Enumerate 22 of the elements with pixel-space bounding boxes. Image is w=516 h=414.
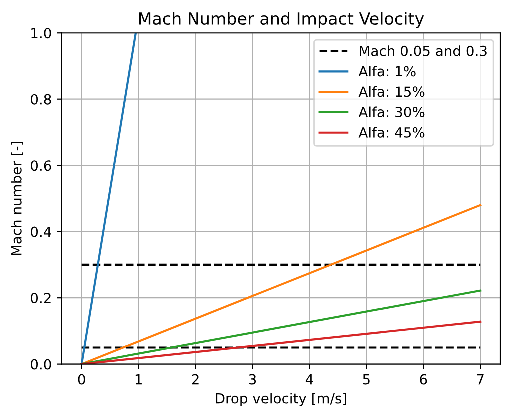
legend-label: Alfa: 15% bbox=[358, 86, 425, 98]
x-tick-label: 6 bbox=[420, 374, 428, 385]
y-tick-label: 0.4 bbox=[31, 226, 52, 238]
y-tick-label: 0.8 bbox=[31, 94, 52, 105]
legend-label: Alfa: 1% bbox=[358, 66, 416, 77]
x-axis-title: Drop velocity [m/s] bbox=[216, 393, 346, 406]
chart-title: Mach Number and Impact Velocity bbox=[139, 12, 424, 28]
legend-label: Alfa: 45% bbox=[358, 127, 425, 138]
x-tick-label: 7 bbox=[477, 374, 484, 385]
x-tick-label: 3 bbox=[249, 374, 256, 385]
x-tick-label: 1 bbox=[136, 374, 142, 385]
y-tick-label: 0.2 bbox=[31, 293, 51, 304]
x-tick-label: 0 bbox=[78, 374, 86, 385]
y-tick-label: 0.6 bbox=[31, 160, 52, 172]
x-tick-label: 5 bbox=[363, 374, 370, 385]
x-tick-label: 4 bbox=[306, 374, 314, 385]
y-axis-title: Mach number [-] bbox=[11, 142, 24, 256]
y-tick-label: 0.0 bbox=[31, 359, 52, 370]
legend-label: Alfa: 30% bbox=[358, 106, 425, 118]
legend-label: Mach 0.05 and 0.3 bbox=[360, 46, 487, 56]
y-tick-label: 1.0 bbox=[32, 28, 52, 39]
x-tick-label: 2 bbox=[192, 374, 199, 385]
